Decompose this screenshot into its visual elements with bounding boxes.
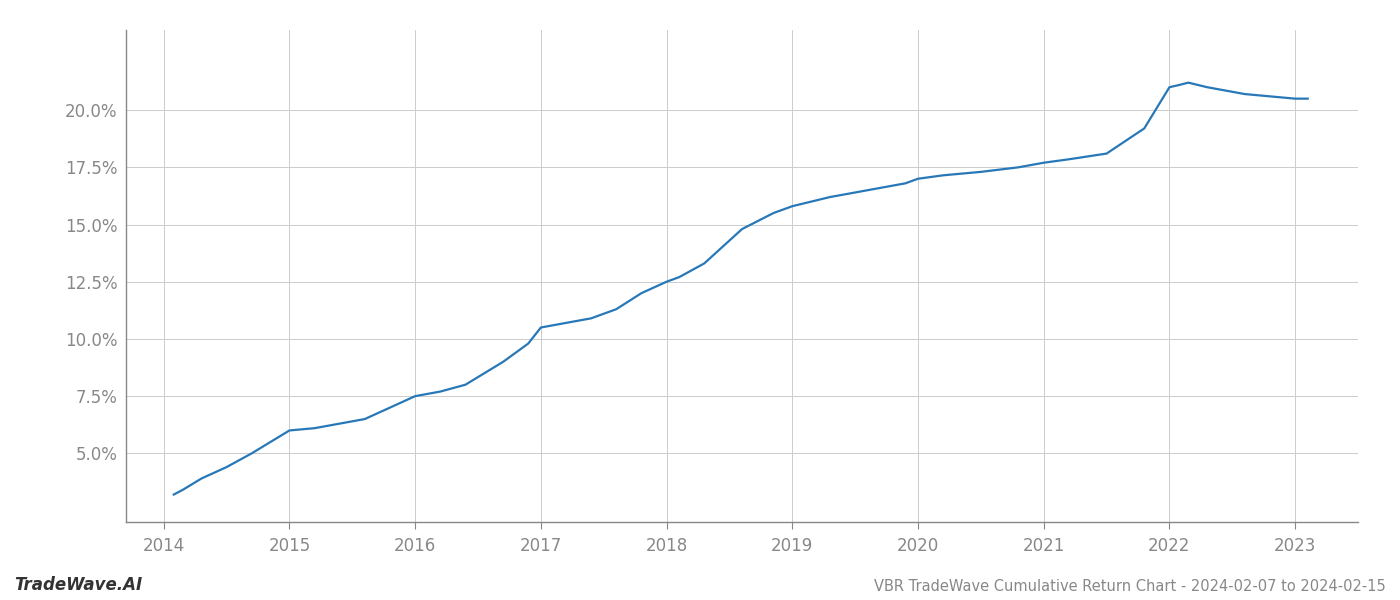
Text: VBR TradeWave Cumulative Return Chart - 2024-02-07 to 2024-02-15: VBR TradeWave Cumulative Return Chart - … [874, 579, 1386, 594]
Text: TradeWave.AI: TradeWave.AI [14, 576, 143, 594]
